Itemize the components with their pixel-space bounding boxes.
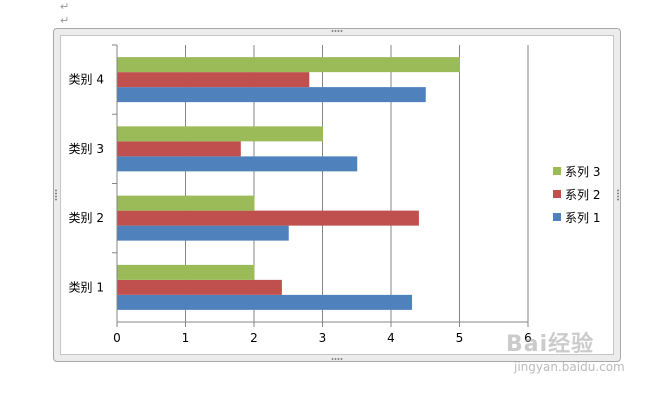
bar (117, 225, 289, 241)
bar (117, 126, 323, 142)
x-tick-label: 0 (113, 331, 121, 345)
bar (117, 294, 413, 310)
watermark: Bai经验 jingyan.baidu.com (506, 326, 626, 386)
resize-handle-left[interactable] (54, 189, 58, 201)
x-tick-label: 3 (319, 331, 327, 345)
bar (117, 57, 460, 73)
category-label: 类别 4 (69, 73, 104, 87)
legend-label: 系列 3 (565, 165, 600, 179)
resize-handle-top[interactable] (331, 29, 343, 33)
bar (117, 264, 255, 280)
legend-swatch (553, 190, 561, 198)
x-tick-label: 4 (387, 331, 395, 345)
resize-handle-right[interactable] (616, 189, 620, 201)
paragraph-mark: ↵ (60, 0, 70, 13)
watermark-url: jingyan.baidu.com (514, 360, 625, 374)
x-tick-label: 6 (524, 331, 532, 345)
x-tick-label: 5 (456, 331, 464, 345)
category-label: 类别 2 (69, 211, 104, 225)
paragraph-mark: ↵ (60, 14, 70, 27)
category-label: 类别 3 (69, 142, 104, 156)
legend-label: 系列 1 (565, 211, 600, 225)
watermark-logo: Bai经验 (506, 332, 595, 357)
category-label: 类别 1 (69, 280, 104, 294)
legend-label: 系列 2 (565, 188, 600, 202)
bar (117, 72, 310, 88)
x-tick-label: 1 (182, 331, 190, 345)
legend-swatch (553, 167, 561, 175)
bar (117, 141, 241, 157)
bar (117, 87, 426, 103)
x-tick-label: 2 (250, 331, 258, 345)
bar (117, 195, 255, 211)
bar (117, 279, 282, 295)
legend-swatch (553, 213, 561, 221)
bar (117, 210, 419, 226)
bar (117, 156, 358, 172)
resize-handle-bottom[interactable] (331, 357, 343, 361)
